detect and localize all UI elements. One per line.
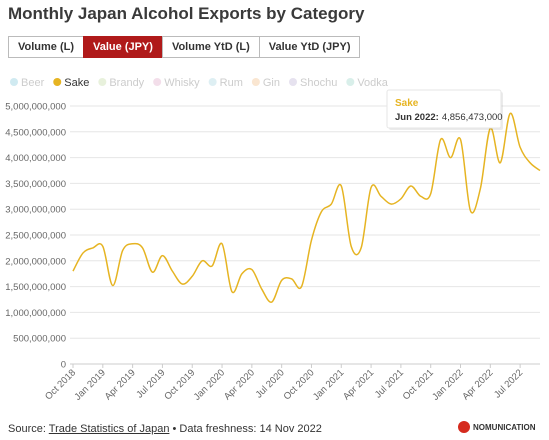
x-tick-label: Apr 2020 xyxy=(222,367,257,402)
y-tick-label: 0 xyxy=(61,360,66,371)
x-tick-label: Oct 2020 xyxy=(282,367,317,402)
legend-marker xyxy=(98,78,107,86)
x-tick-label: Apr 2021 xyxy=(341,367,376,402)
legend-marker xyxy=(10,78,18,86)
legend-label[interactable]: Sake xyxy=(64,77,89,89)
tab[interactable]: Value YtD (JPY) xyxy=(258,36,361,58)
y-tick-label: 2,500,000,000 xyxy=(5,231,66,242)
x-tick-label: Jan 2019 xyxy=(73,367,108,402)
chart: Beer Sake Brandy Whisky Rum Gin Shochu Vodka 0 50… xyxy=(5,77,541,403)
legend-marker xyxy=(53,78,62,86)
legend-label[interactable]: Rum xyxy=(220,77,243,89)
legend-marker xyxy=(289,78,297,86)
source-prefix: Source: xyxy=(8,423,46,435)
x-tick-label: Oct 2018 xyxy=(43,367,78,402)
legend-marker xyxy=(251,78,260,86)
x-tick-label: Jan 2020 xyxy=(192,367,227,402)
tab[interactable]: Volume (L) xyxy=(8,36,85,58)
legend-label[interactable]: Beer xyxy=(21,77,45,89)
tooltip: Sake Jun 2022: 4,856,473,000 xyxy=(386,89,503,130)
y-tick-label: 3,000,000,000 xyxy=(5,205,66,216)
source-link[interactable]: Trade Statistics of Japan xyxy=(48,423,170,435)
tooltip-number: 4,856,473,000 xyxy=(442,112,503,123)
x-tick-label: Oct 2019 xyxy=(162,367,197,402)
x-tick-label: Jul 2022 xyxy=(492,367,525,400)
footer: Source: Trade Statistics of Japan • Data… xyxy=(8,423,322,435)
tooltip-box xyxy=(386,89,502,129)
x-tick-label: Oct 2021 xyxy=(401,367,436,402)
y-tick-label: 1,500,000,000 xyxy=(5,282,66,293)
logo-icon xyxy=(458,421,470,433)
series-line xyxy=(72,112,541,303)
tab-bar: Volume (L) Value (JPY) Volume YtD (L) Value… xyxy=(8,36,361,58)
chart-title: Monthly Japan Alcohol Exports by Categor… xyxy=(8,4,365,23)
logo-text: NOMUNICATION xyxy=(473,422,536,432)
x-tick-label: Apr 2019 xyxy=(103,367,138,402)
legend-marker xyxy=(153,78,162,86)
legend-label[interactable]: Brandy xyxy=(109,77,144,89)
tab[interactable]: Volume YtD (L) xyxy=(161,36,260,58)
legend-marker xyxy=(208,78,217,86)
y-tick-label: 4,500,000,000 xyxy=(5,127,66,138)
x-tick-label: Apr 2022 xyxy=(460,367,495,402)
legend-marker xyxy=(346,78,355,86)
tooltip-label: Jun 2022: xyxy=(395,112,439,123)
freshness: • Data freshness: 14 Nov 2022 xyxy=(172,423,322,435)
tooltip-series: Sake xyxy=(395,98,419,109)
logo: NOMUNICATION xyxy=(458,421,536,433)
y-tick-label: 500,000,000 xyxy=(13,334,66,345)
x-tick-label: Jan 2021 xyxy=(311,367,346,402)
y-tick-label: 1,000,000,000 xyxy=(5,308,66,319)
legend-label[interactable]: Whisky xyxy=(164,77,200,89)
y-tick-label: 5,000,000,000 xyxy=(5,102,66,113)
tooltip-value: Jun 2022: 4,856,473,000 xyxy=(395,112,503,123)
x-tick-label: Jan 2022 xyxy=(430,367,465,402)
legend-label[interactable]: Shochu xyxy=(300,77,337,89)
legend-label[interactable]: Vodka xyxy=(357,77,388,89)
y-tick-label: 4,000,000,000 xyxy=(5,153,66,164)
y-tick-label: 3,500,000,000 xyxy=(5,179,66,190)
legend-label[interactable]: Gin xyxy=(263,77,280,89)
y-tick-label: 2,000,000,000 xyxy=(5,256,66,267)
tab[interactable]: Value (JPY) xyxy=(83,36,163,58)
